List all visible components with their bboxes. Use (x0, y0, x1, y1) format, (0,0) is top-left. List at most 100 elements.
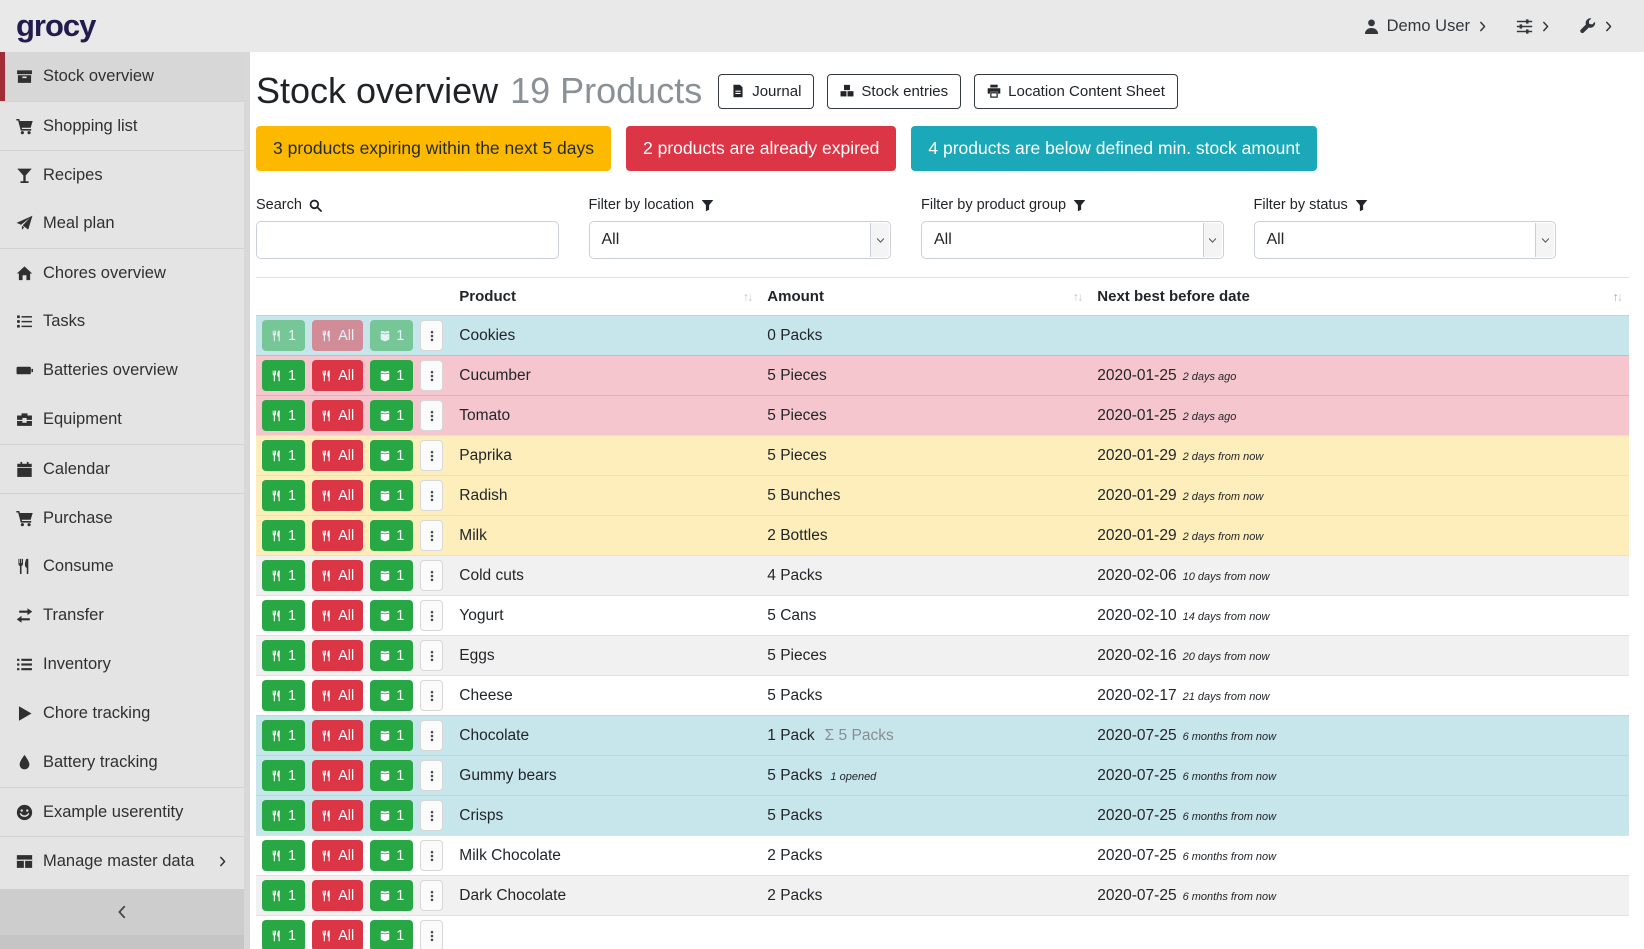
open-one-button[interactable]: 1 (370, 920, 414, 949)
consume-one-button[interactable]: 1 (262, 440, 306, 471)
location-content-sheet-button[interactable]: Location Content Sheet (974, 73, 1178, 109)
sidebar-item-batteries-overview[interactable]: Batteries overview (0, 346, 244, 395)
open-one-button[interactable]: 1 (370, 760, 414, 791)
consume-one-button[interactable]: 1 (262, 560, 306, 591)
consume-all-button[interactable]: All (312, 520, 364, 551)
sidebar-item-inventory[interactable]: Inventory (0, 640, 244, 689)
sidebar-item-battery-tracking[interactable]: Battery tracking (0, 738, 244, 787)
consume-all-button[interactable]: All (312, 440, 364, 471)
consume-all-button[interactable]: All (312, 320, 364, 351)
consume-all-button[interactable]: All (312, 560, 364, 591)
expiring-alert[interactable]: 3 products expiring within the next 5 da… (256, 126, 612, 171)
consume-all-button[interactable]: All (312, 720, 364, 751)
sidebar-item-purchase[interactable]: Purchase (0, 493, 244, 542)
open-one-button[interactable]: 1 (370, 440, 414, 471)
row-menu-button[interactable] (420, 640, 444, 671)
sidebar-item-calendar[interactable]: Calendar (0, 444, 244, 493)
consume-all-button[interactable]: All (312, 840, 364, 871)
journal-button[interactable]: Journal (718, 73, 815, 109)
consume-one-button[interactable]: 1 (262, 360, 306, 391)
product-group-filter-select[interactable]: All (921, 221, 1224, 259)
consume-one-button[interactable]: 1 (262, 600, 306, 631)
consume-one-button[interactable]: 1 (262, 880, 306, 911)
consume-one-button[interactable]: 1 (262, 760, 306, 791)
open-one-button[interactable]: 1 (370, 640, 414, 671)
sidebar-item-transfer[interactable]: Transfer (0, 591, 244, 640)
consume-all-button[interactable]: All (312, 360, 364, 391)
sidebar-item-meal-plan[interactable]: Meal plan (0, 199, 244, 248)
row-menu-button[interactable] (420, 480, 444, 511)
consume-one-button[interactable]: 1 (262, 840, 306, 871)
row-menu-button[interactable] (420, 360, 444, 391)
consume-one-button[interactable]: 1 (262, 680, 306, 711)
open-one-button[interactable]: 1 (370, 720, 414, 751)
sidebar-item-manage-master-data[interactable]: Manage master data (0, 836, 244, 885)
consume-all-button[interactable]: All (312, 640, 364, 671)
sort-icon[interactable]: ↑↓ (742, 289, 754, 304)
row-menu-button[interactable] (420, 440, 444, 471)
open-one-button[interactable]: 1 (370, 320, 414, 351)
row-menu-button[interactable] (420, 520, 444, 551)
sidebar-item-equipment[interactable]: Equipment (0, 395, 244, 444)
sidebar-item-consume[interactable]: Consume (0, 542, 244, 591)
open-one-button[interactable]: 1 (370, 560, 414, 591)
row-menu-button[interactable] (420, 760, 444, 791)
consume-all-button[interactable]: All (312, 600, 364, 631)
row-menu-button[interactable] (420, 840, 444, 871)
consume-all-button[interactable]: All (312, 880, 364, 911)
row-menu-button[interactable] (420, 680, 444, 711)
row-menu-button[interactable] (420, 320, 444, 351)
consume-one-button[interactable]: 1 (262, 640, 306, 671)
consume-all-button[interactable]: All (312, 680, 364, 711)
stock-entries-button[interactable]: Stock entries (827, 73, 962, 109)
row-menu-button[interactable] (420, 920, 444, 949)
sidebar-collapse-button[interactable] (0, 889, 244, 935)
consume-all-button[interactable]: All (312, 920, 364, 949)
open-one-button[interactable]: 1 (370, 600, 414, 631)
consume-one-button[interactable]: 1 (262, 720, 306, 751)
status-filter-select[interactable]: All (1253, 221, 1556, 259)
user-menu[interactable]: Demo User (1363, 17, 1488, 36)
open-one-button[interactable]: 1 (370, 520, 414, 551)
consume-all-button[interactable]: All (312, 800, 364, 831)
row-menu-button[interactable] (420, 800, 444, 831)
below-min-stock-alert[interactable]: 4 products are below defined min. stock … (911, 126, 1317, 171)
open-one-button[interactable]: 1 (370, 400, 414, 431)
consume-all-button[interactable]: All (312, 400, 364, 431)
sidebar-item-stock-overview[interactable]: Stock overview (0, 52, 244, 101)
consume-all-button[interactable]: All (312, 760, 364, 791)
sidebar-item-example-userentity[interactable]: Example userentity (0, 787, 244, 836)
row-menu-button[interactable] (420, 560, 444, 591)
amount-column-header[interactable]: Amount ↑↓ (759, 277, 1090, 316)
sidebar-item-shopping-list[interactable]: Shopping list (0, 101, 244, 150)
open-one-button[interactable]: 1 (370, 880, 414, 911)
row-menu-button[interactable] (420, 880, 444, 911)
sidebar-item-chore-tracking[interactable]: Chore tracking (0, 689, 244, 738)
admin-menu[interactable] (1579, 17, 1614, 35)
consume-one-button[interactable]: 1 (262, 800, 306, 831)
open-one-button[interactable]: 1 (370, 840, 414, 871)
search-input[interactable] (256, 221, 559, 259)
consume-all-button[interactable]: All (312, 480, 364, 511)
sidebar-item-chores-overview[interactable]: Chores overview (0, 248, 244, 297)
sidebar-item-recipes[interactable]: Recipes (0, 150, 244, 199)
consume-one-button[interactable]: 1 (262, 320, 306, 351)
best-before-column-header[interactable]: Next best before date ↑↓ (1089, 277, 1629, 316)
expired-alert[interactable]: 2 products are already expired (626, 126, 897, 171)
open-one-button[interactable]: 1 (370, 680, 414, 711)
consume-one-button[interactable]: 1 (262, 400, 306, 431)
row-menu-button[interactable] (420, 720, 444, 751)
row-menu-button[interactable] (420, 400, 444, 431)
open-one-button[interactable]: 1 (370, 480, 414, 511)
location-filter-select[interactable]: All (588, 221, 891, 259)
sort-icon-active[interactable]: ↑↓ (1612, 289, 1624, 304)
consume-one-button[interactable]: 1 (262, 920, 306, 949)
sort-icon[interactable]: ↑↓ (1072, 289, 1084, 304)
open-one-button[interactable]: 1 (370, 360, 414, 391)
consume-one-button[interactable]: 1 (262, 520, 306, 551)
product-column-header[interactable]: Product ↑↓ (451, 277, 760, 316)
open-one-button[interactable]: 1 (370, 800, 414, 831)
consume-one-button[interactable]: 1 (262, 480, 306, 511)
row-menu-button[interactable] (420, 600, 444, 631)
settings-menu[interactable] (1516, 18, 1551, 35)
